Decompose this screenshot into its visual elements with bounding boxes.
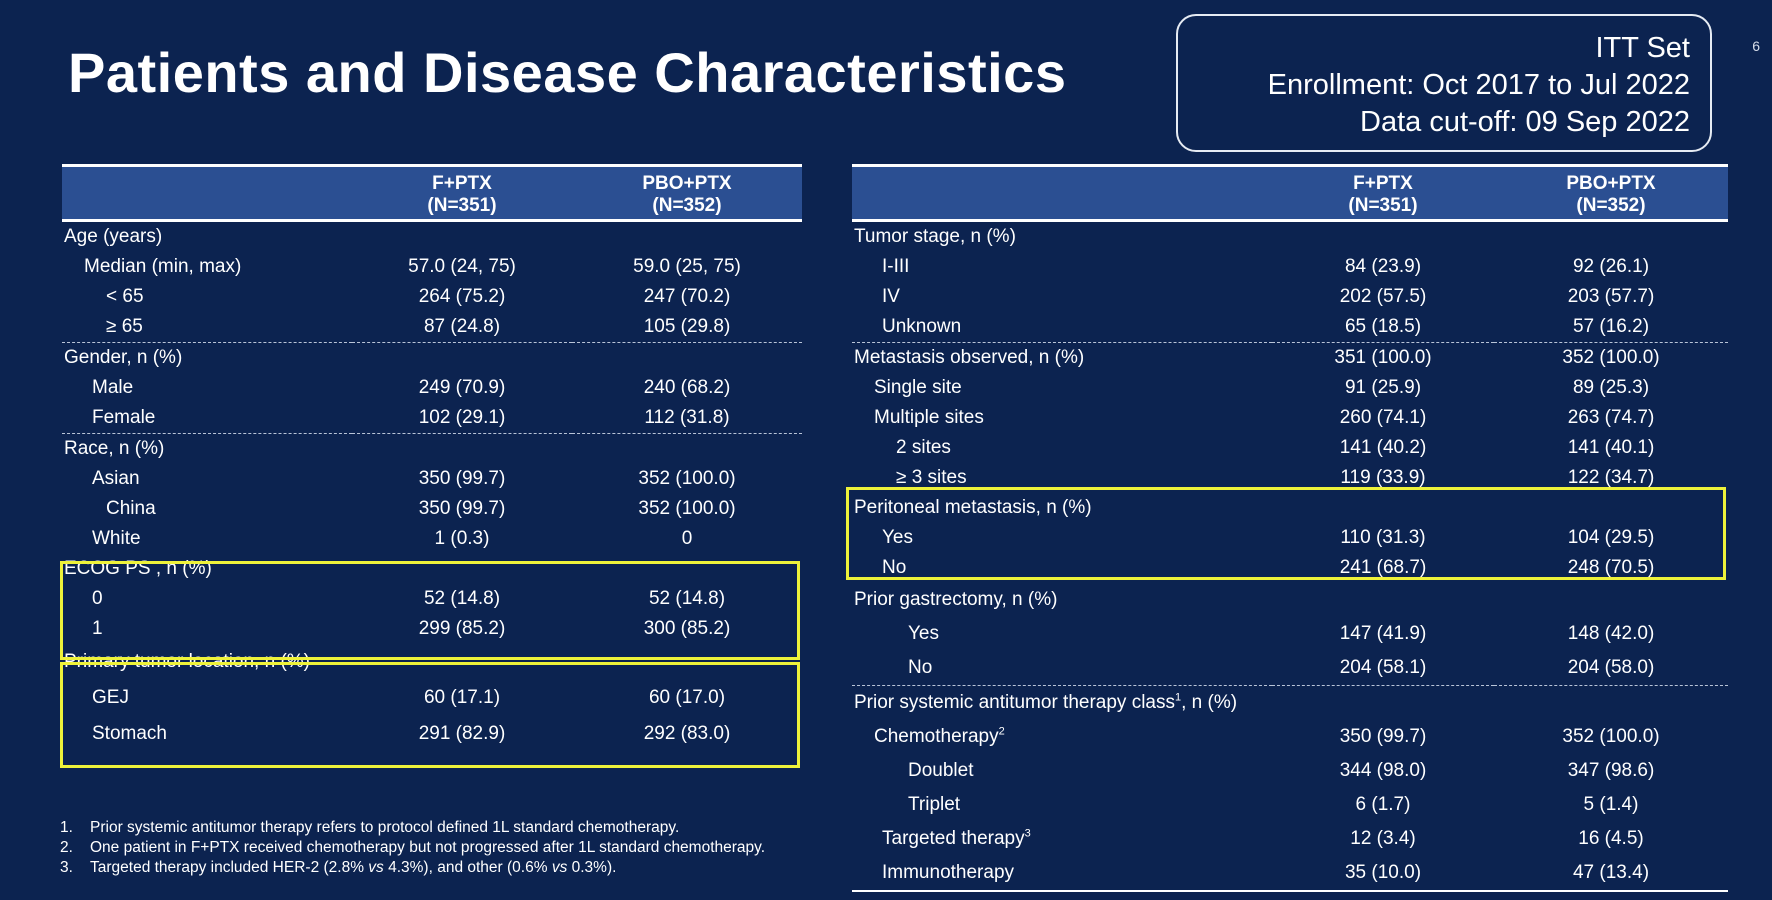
race-white-row: White 1 (0.3) 0 — [92, 528, 693, 549]
age-heading-row: Age (years) — [64, 226, 163, 247]
gastrectomy-yes-row: Yes 147 (41.9) 148 (42.0) — [908, 623, 1655, 644]
gastrectomy-no-row: No 204 (58.1) 204 (58.0) — [852, 651, 1728, 686]
age-median-row: Median (min, max) 57.0 (24, 75) 59.0 (25, … — [84, 256, 741, 277]
gender-heading-row: Gender, n (%) — [64, 347, 183, 368]
location-stomach-row: Stomach 291 (82.9) 292 (83.0) — [92, 723, 731, 744]
peritoneal-yes-row: Yes 110 (31.3) 104 (29.5) — [882, 527, 1655, 548]
peritoneal-heading-row: Peritoneal metastasis, n (%) — [854, 497, 1092, 518]
footnote-1: 1. Prior systemic antitumor therapy refer… — [60, 819, 680, 836]
metastasis-single-row: Single site 91 (25.9) 89 (25.3) — [874, 377, 1650, 398]
location-heading-row: Primary tumor location, n (%) — [64, 651, 311, 672]
race-heading-row: Race, n (%) — [64, 438, 165, 459]
analysis-set-label: ITT Set — [1595, 32, 1690, 64]
stage-iv-row: IV 202 (57.5) 203 (57.7) — [882, 286, 1655, 307]
footnote-2: 2. One patient in F+PTX received chemothe… — [60, 839, 766, 856]
header-fptx: F+PTX (N=351) — [1272, 164, 1494, 222]
footnote-3: 3. Targeted therapy included HER-2 (2.8% … — [60, 859, 617, 876]
data-cutoff: Data cut-off: 09 Sep 2022 — [1360, 106, 1690, 138]
gastrectomy-heading-row: Prior gastrectomy, n (%) — [854, 589, 1058, 610]
stage-unknown-row: Unknown 65 (18.5) 57 (16.2) — [852, 312, 1728, 343]
header-blank-cell — [62, 164, 352, 222]
metastasis-three-plus-row: ≥ 3 sites 119 (33.9) 122 (34.7) — [896, 467, 1655, 488]
page-number: 6 — [1752, 38, 1760, 54]
baseline-characteristics-table-left: F+PTX (N=351) PBO+PTX (N=352) Age (years) … — [62, 164, 802, 752]
metastasis-multiple-row: Multiple sites 260 (74.1) 263 (74.7) — [874, 407, 1655, 428]
gender-male-row: Male 249 (70.9) 240 (68.2) — [92, 377, 731, 398]
enrollment-period: Enrollment: Oct 2017 to Jul 2022 — [1267, 69, 1690, 101]
prior-targeted-row: Targeted therapy3 12 (3.4) 16 (4.5) — [882, 827, 1644, 849]
peritoneal-no-row: No 241 (68.7) 248 (70.5) — [882, 557, 1655, 578]
age-ge65-row: ≥ 65 87 (24.8) 105 (29.8) — [62, 312, 802, 343]
prior-immuno-row: Immunotherapy 35 (10.0) 47 (13.4) — [852, 856, 1728, 892]
metastasis-two-row: 2 sites 141 (40.2) 141 (40.1) — [896, 437, 1655, 458]
location-gej-row: GEJ 60 (17.1) 60 (17.0) — [92, 687, 726, 708]
table-header-row: F+PTX (N=351) PBO+PTX (N=352) — [852, 164, 1728, 222]
race-asian-row: Asian 350 (99.7) 352 (100.0) — [92, 468, 736, 489]
stage-heading-row: Tumor stage, n (%) — [854, 226, 1016, 247]
prior-therapy-heading-row: Prior systemic antitumor therapy class1,… — [854, 691, 1238, 713]
prior-chemo-row: Chemotherapy2 350 (99.7) 352 (100.0) — [874, 725, 1660, 747]
ecog-1-row: 1 299 (85.2) 300 (85.2) — [92, 618, 731, 639]
header-fptx: F+PTX (N=351) — [352, 164, 572, 222]
page-title: Patients and Disease Characteristics — [68, 41, 1067, 104]
header-blank-cell — [852, 164, 1272, 222]
prior-doublet-row: Doublet 344 (98.0) 347 (98.6) — [908, 760, 1655, 781]
ecog-0-row: 0 52 (14.8) 52 (14.8) — [92, 588, 726, 609]
footnotes: 1. Prior systemic antitumor therapy refer… — [60, 818, 765, 878]
gender-female-row: Female 102 (29.1) 112 (31.8) — [62, 403, 802, 434]
prior-triplet-row: Triplet 6 (1.7) 5 (1.4) — [908, 794, 1639, 815]
header-pbo-ptx: PBO+PTX (N=352) — [1494, 164, 1728, 222]
stage-i-iii-row: I-III 84 (23.9) 92 (26.1) — [882, 256, 1650, 277]
metastasis-heading-row: Metastasis observed, n (%) 351 (100.0) 352… — [854, 347, 1660, 368]
header-pbo-ptx: PBO+PTX (N=352) — [572, 164, 802, 222]
age-lt65-row: < 65 264 (75.2) 247 (70.2) — [106, 286, 731, 307]
baseline-characteristics-table-right: F+PTX (N=351) PBO+PTX (N=352) Tumor stage,… — [852, 164, 1728, 892]
race-china-row: China 350 (99.7) 352 (100.0) — [106, 498, 736, 519]
table-header-row: F+PTX (N=351) PBO+PTX (N=352) — [62, 164, 802, 222]
ecog-heading-row: ECOG PS , n (%) — [64, 558, 212, 579]
study-info-box: ITT Set Enrollment: Oct 2017 to Jul 2022… — [1176, 14, 1712, 152]
